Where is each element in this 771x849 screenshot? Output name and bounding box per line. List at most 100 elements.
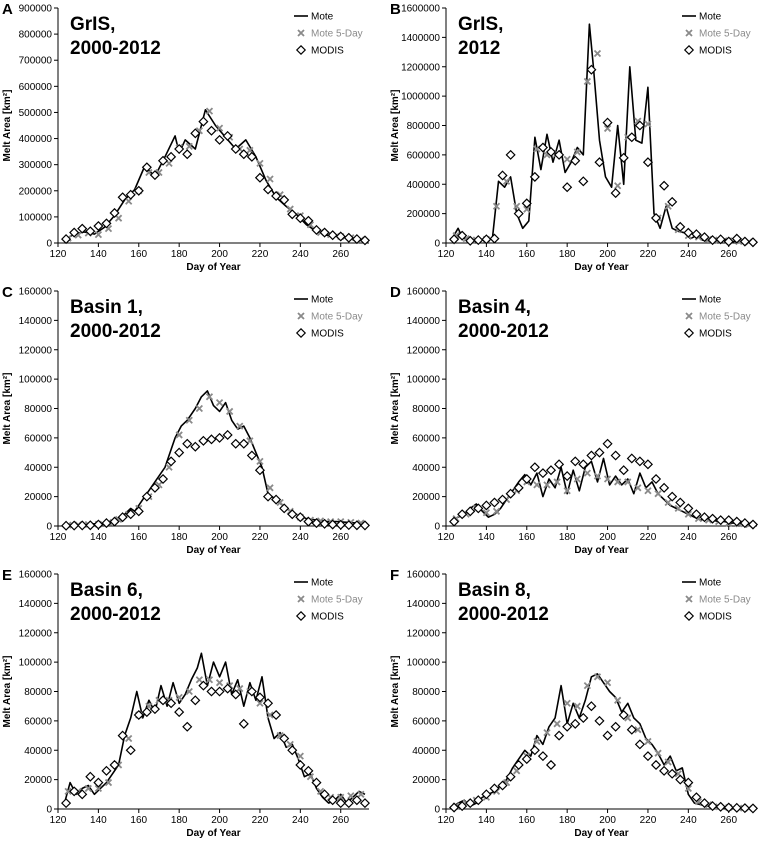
point-modis: [602, 117, 613, 128]
legend-label-mote: Mote: [311, 12, 334, 23]
x-tick-label: 220: [640, 532, 657, 543]
point-mote-5day: [195, 676, 204, 684]
y-tick-label: 900000: [19, 4, 53, 15]
point-modis: [61, 234, 72, 245]
point-modis: [521, 473, 532, 485]
point-modis: [489, 233, 500, 244]
point-modis: [319, 227, 330, 238]
legend-label-mote-5day: Mote 5-Day: [699, 29, 751, 40]
point-modis: [125, 189, 136, 200]
point-mote-5day: [644, 737, 652, 746]
point-modis: [731, 516, 742, 527]
point-modis: [691, 229, 702, 240]
point-mote-5day: [614, 182, 622, 190]
point-modis: [529, 745, 540, 756]
point-modis: [182, 721, 193, 732]
point-modis: [77, 520, 88, 531]
point-modis: [739, 236, 750, 247]
point-modis: [279, 503, 290, 514]
y-axis-label: Melt Area [km²]: [2, 656, 13, 728]
x-tick-label: 220: [640, 249, 657, 260]
point-modis: [554, 149, 565, 160]
point-mote-5day: [664, 758, 672, 766]
point-modis: [634, 120, 645, 131]
point-modis: [449, 802, 460, 813]
legend-swatch-mote-5day: [297, 312, 305, 320]
point-modis: [198, 680, 209, 691]
point-modis: [303, 765, 314, 776]
point-modis: [554, 730, 565, 741]
y-tick-label: 1600000: [401, 4, 440, 15]
point-modis: [206, 686, 217, 697]
point-mote-5day: [94, 784, 103, 793]
point-modis: [626, 132, 637, 143]
point-modis: [287, 209, 298, 220]
y-tick-label: 140000: [19, 599, 53, 610]
point-modis: [449, 516, 460, 527]
point-modis: [359, 235, 371, 246]
x-axis-label: Day of Year: [186, 828, 240, 839]
y-tick-label: 1000000: [401, 92, 440, 103]
point-modis: [262, 184, 274, 195]
point-modis: [594, 447, 605, 458]
legend-label-modis: MODIS: [699, 46, 732, 57]
point-modis: [554, 459, 565, 470]
point-modis: [246, 686, 257, 697]
point-modis: [610, 721, 621, 732]
point-mote-5day: [492, 507, 501, 515]
point-modis: [230, 438, 241, 449]
legend-swatch-modis: [295, 610, 307, 622]
point-modis: [343, 232, 354, 243]
point-modis: [731, 802, 742, 813]
point-mote-5day: [573, 475, 581, 483]
point-modis: [206, 125, 217, 136]
point-modis: [739, 803, 750, 814]
point-modis: [327, 230, 338, 241]
point-modis: [594, 715, 605, 726]
x-tick-label: 200: [599, 815, 616, 826]
x-tick-label: 180: [171, 532, 188, 543]
x-tick-label: 120: [50, 815, 67, 826]
point-modis: [537, 751, 548, 762]
legend-swatch-mote-5day: [685, 595, 693, 603]
point-modis: [650, 212, 662, 224]
point-mote-5day: [175, 431, 183, 439]
point-mote-5day: [215, 124, 224, 132]
y-axis-label: Melt Area [km²]: [2, 373, 13, 445]
point-modis: [359, 798, 371, 809]
y-tick-label: 100000: [19, 212, 53, 223]
point-modis: [505, 771, 516, 782]
panel-F: F 0 20000 40000 60000 80000 100000 120000 140000…: [390, 567, 759, 839]
point-modis: [634, 739, 645, 750]
point-modis: [295, 512, 306, 523]
point-modis: [141, 162, 152, 173]
x-tick-label: 180: [559, 249, 576, 260]
point-mote-5day: [215, 679, 224, 687]
point-modis: [731, 233, 742, 244]
point-mote-5day: [553, 478, 561, 486]
point-mote-5day: [593, 49, 602, 58]
point-modis: [594, 157, 605, 168]
x-tick-label: 260: [720, 249, 737, 260]
point-mote-5day: [563, 155, 571, 163]
point-modis: [650, 473, 662, 485]
point-mote-5day: [603, 124, 612, 133]
x-tick-label: 140: [90, 249, 107, 260]
point-modis: [513, 482, 524, 493]
point-modis: [465, 506, 476, 517]
y-tick-label: 60000: [24, 433, 52, 444]
x-tick-label: 180: [171, 815, 188, 826]
y-tick-label: 0: [46, 239, 52, 250]
point-modis: [747, 237, 759, 248]
y-tick-label: 20000: [412, 492, 440, 503]
point-mote-5day: [502, 177, 511, 185]
panel-D: D 0 20000 40000 60000 80000 100000 120000 140000…: [390, 284, 759, 556]
point-modis: [618, 465, 629, 476]
x-tick-label: 200: [211, 815, 228, 826]
point-mote-5day: [543, 728, 551, 737]
y-tick-label: 20000: [24, 492, 52, 503]
point-modis: [473, 235, 484, 246]
point-modis: [174, 447, 185, 458]
y-tick-label: 40000: [24, 463, 52, 474]
